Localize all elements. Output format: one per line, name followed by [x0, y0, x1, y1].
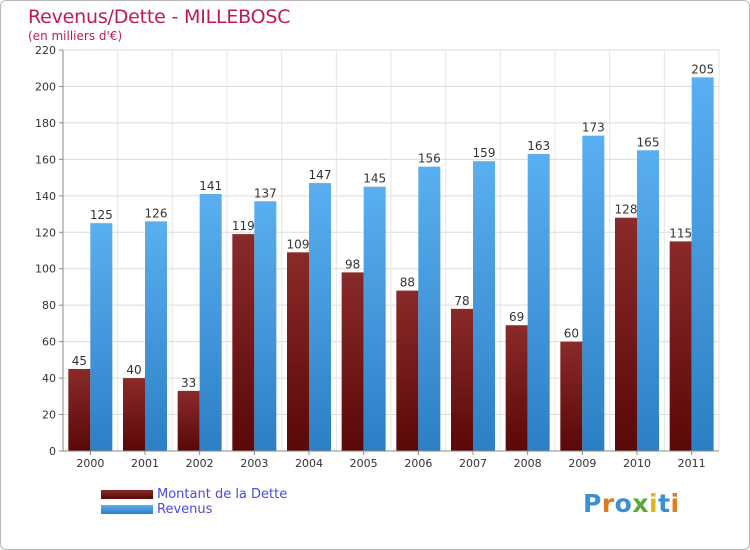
- bar-revenus: [691, 77, 714, 451]
- data-label: 165: [637, 135, 660, 149]
- bar-debt: [177, 390, 200, 451]
- x-tick-label: 2008: [514, 457, 542, 470]
- bar-debt: [560, 341, 583, 451]
- bar-debt: [341, 272, 364, 451]
- data-label: 98: [345, 257, 360, 271]
- proxiti-logo: Proxiti: [583, 489, 680, 518]
- label-layer: 45 125 40 126 33 141 119 137 109 147 98 145 88 156 78 1…: [72, 62, 714, 390]
- data-label: 33: [181, 376, 196, 390]
- x-tick-label: 2000: [76, 457, 104, 470]
- data-label: 126: [145, 206, 168, 220]
- data-label: 163: [527, 139, 550, 153]
- axis-layer: 0 20 40 60 80 100 120 140 160 180 200 220 2000 2001 20…: [35, 44, 719, 470]
- data-label: 88: [400, 276, 415, 290]
- y-tick-label: 20: [42, 409, 56, 422]
- logo-letter: t: [658, 489, 671, 518]
- y-tick-label: 120: [35, 226, 56, 239]
- x-tick-label: 2001: [131, 457, 159, 470]
- data-label: 145: [363, 172, 386, 186]
- bar-debt: [232, 234, 255, 451]
- x-tick-label: 2004: [295, 457, 323, 470]
- x-tick-label: 2007: [459, 457, 487, 470]
- x-tick-label: 2006: [404, 457, 432, 470]
- bar-revenus: [473, 161, 495, 451]
- chart-title: Revenus/Dette - MILLEBOSC: [28, 6, 291, 28]
- x-tick-label: 2010: [623, 457, 651, 470]
- data-label: 60: [564, 327, 579, 341]
- data-label: 78: [454, 294, 469, 308]
- x-tick-label: 2003: [240, 457, 268, 470]
- bar-debt: [505, 325, 528, 451]
- x-tick-label: 2005: [350, 457, 378, 470]
- data-label: 125: [90, 208, 113, 222]
- logo-letter: i: [649, 489, 659, 518]
- legend: Montant de la Dette Revenus: [101, 487, 287, 517]
- legend-item-revenus: Revenus: [101, 502, 287, 517]
- x-tick-label: 2009: [568, 457, 596, 470]
- bar-revenus: [582, 135, 605, 451]
- y-tick-label: 200: [35, 80, 56, 93]
- bar-revenus: [254, 201, 277, 451]
- data-label: 40: [126, 363, 141, 377]
- bar-revenus: [145, 221, 167, 451]
- legend-swatch-debt: [101, 490, 153, 499]
- legend-swatch-revenus: [101, 505, 153, 514]
- data-label: 128: [615, 203, 638, 217]
- y-tick-label: 220: [35, 44, 56, 57]
- y-tick-label: 0: [49, 445, 56, 458]
- x-tick-label: 2011: [678, 457, 706, 470]
- legend-label-revenus: Revenus: [157, 502, 213, 517]
- y-tick-label: 160: [35, 153, 56, 166]
- data-label: 141: [199, 179, 222, 193]
- y-tick-label: 180: [35, 117, 56, 130]
- data-label: 115: [669, 226, 692, 240]
- data-label: 205: [691, 62, 714, 76]
- x-tick-label: 2002: [186, 457, 214, 470]
- logo-letter: o: [614, 489, 633, 518]
- y-tick-label: 140: [35, 190, 56, 203]
- bar-debt: [669, 241, 692, 451]
- bar-debt: [287, 252, 309, 451]
- legend-item-debt: Montant de la Dette: [101, 487, 287, 502]
- y-tick-label: 100: [35, 263, 56, 276]
- data-label: 69: [509, 310, 524, 324]
- bar-revenus: [637, 150, 659, 451]
- bar-debt: [123, 378, 145, 451]
- bar-revenus: [199, 193, 222, 451]
- bar-layer: [68, 77, 714, 452]
- data-label: 147: [309, 168, 332, 182]
- bar-revenus: [527, 153, 550, 452]
- bar-revenus: [363, 186, 386, 452]
- data-label: 137: [254, 186, 277, 200]
- bar-debt: [615, 217, 637, 451]
- bar-revenus: [90, 223, 113, 451]
- legend-label-debt: Montant de la Dette: [157, 487, 288, 502]
- data-label: 109: [287, 237, 310, 251]
- data-label: 173: [582, 121, 605, 135]
- bar-debt: [451, 308, 473, 451]
- logo-letter: P: [583, 489, 602, 518]
- data-label: 159: [473, 146, 496, 160]
- data-label: 45: [72, 354, 87, 368]
- logo-letter: r: [601, 489, 615, 518]
- y-tick-label: 40: [42, 372, 56, 385]
- y-tick-label: 80: [42, 299, 56, 312]
- data-label: 119: [232, 219, 255, 233]
- y-tick-label: 60: [42, 336, 56, 349]
- bar-debt: [396, 290, 419, 451]
- bar-debt: [68, 368, 91, 451]
- logo-letter: i: [670, 489, 680, 518]
- data-label: 156: [418, 152, 441, 166]
- bar-revenus: [418, 166, 441, 451]
- chart-subtitle: (en milliers d'€): [28, 29, 123, 43]
- bar-revenus: [309, 183, 331, 452]
- logo-letter: x: [632, 489, 649, 518]
- grid-layer: [62, 49, 720, 452]
